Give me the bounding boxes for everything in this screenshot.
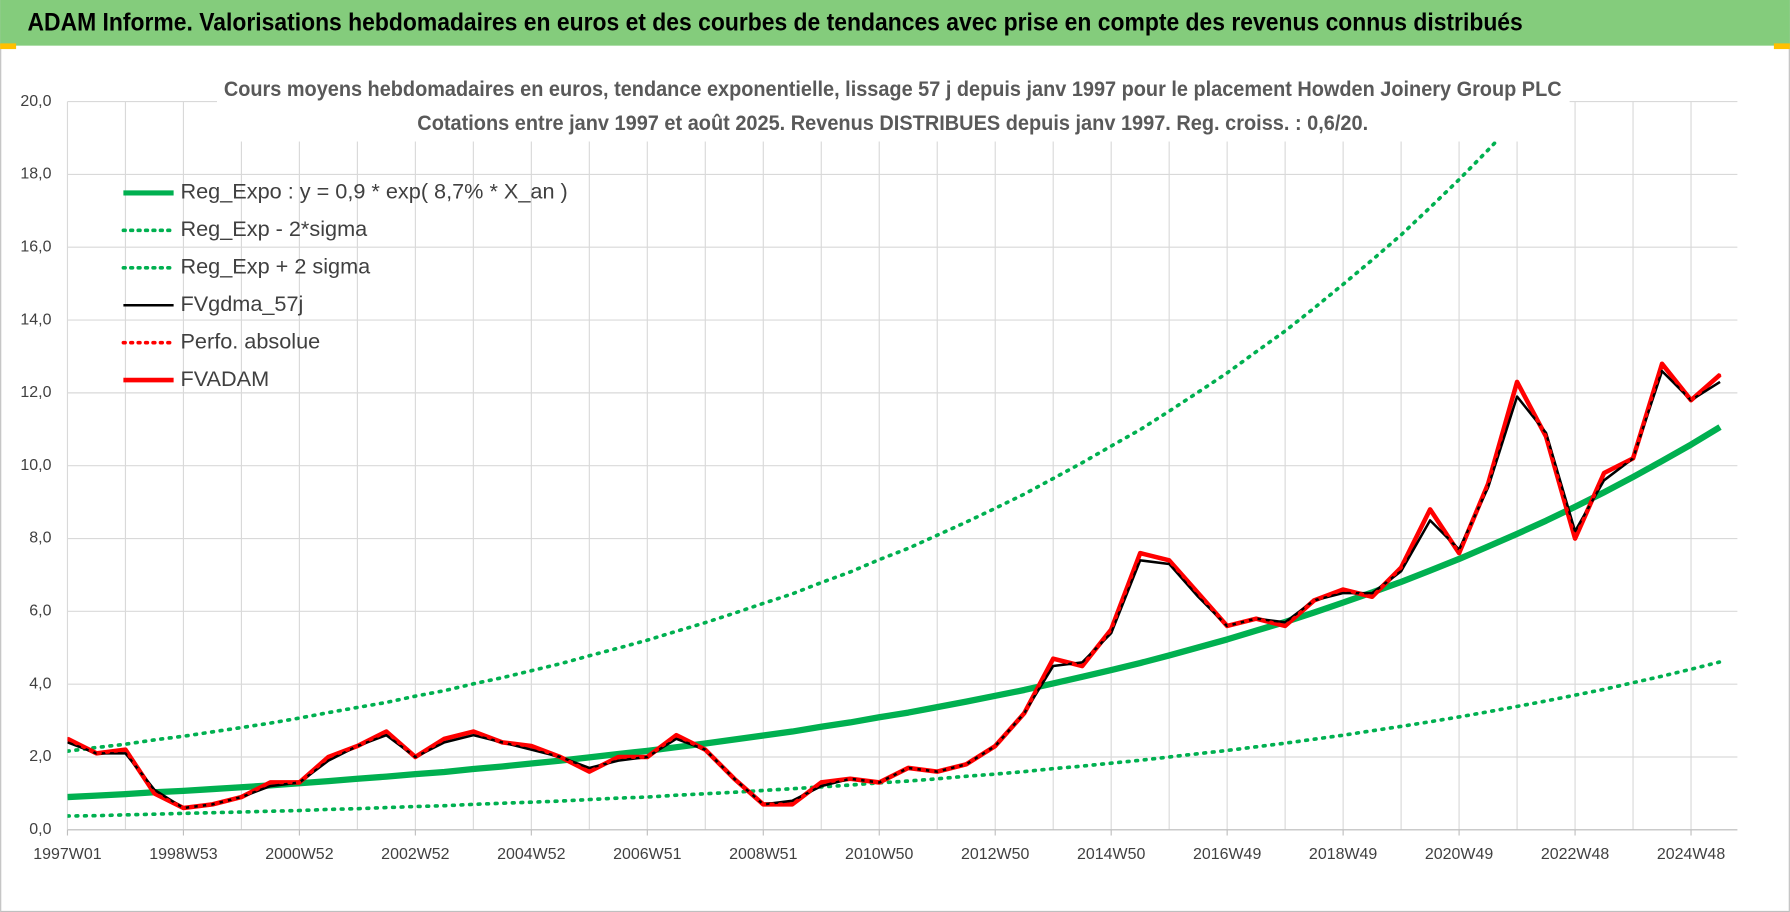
legend-label: Reg_Expo : y = 0,9 * exp( 8,7% * X_an ) [180,179,567,204]
y-tick-label: 14,0 [20,311,51,328]
y-tick-label: 18,0 [20,166,51,183]
plot-area [67,98,1722,818]
corner-mark [0,43,17,50]
chart-subtitle: Cotations entre janv 1997 et août 2025. … [417,110,1368,135]
y-tick-label: 6,0 [29,603,51,620]
header-title: ADAM Informe. Valorisations hebdomadaire… [28,9,1523,37]
y-tick-label: 10,0 [20,457,51,474]
x-tick-label: 2006W51 [613,846,681,863]
header-bar [0,0,1790,46]
legend-label: Perfo. absolue [180,328,320,353]
x-tick-label: 1997W01 [33,846,101,863]
legend-label: Reg_Exp + 2 sigma [180,254,371,279]
x-tick-label: 2024W48 [1657,846,1725,863]
x-tick-label: 2016W49 [1193,846,1261,863]
grid: 0,0 2,0 4,0 6,0 8,0 10,0 12,0 14,0 16,0 18,0 20,0 1… [20,93,1738,863]
legend-label: Reg_Exp - 2*sigma [180,216,368,241]
y-tick-label: 4,0 [29,675,51,692]
x-tick-label: 2020W49 [1425,846,1493,863]
chart-title: Cours moyens hebdomadaires en euros, ten… [224,76,1562,101]
y-tick-label: 16,0 [20,238,51,255]
y-tick-label: 8,0 [29,530,51,547]
x-tick-label: 2008W51 [729,846,797,863]
y-tick-label: 12,0 [20,384,51,401]
legend: Reg_Expo : y = 0,9 * exp( 8,7% * X_an ) R… [121,179,568,391]
series-line [67,369,1721,810]
series-line [67,361,1722,810]
x-tick-label: 2012W50 [961,846,1029,863]
x-tick-label: 1998W53 [149,846,217,863]
y-tick-label: 20,0 [20,93,51,110]
x-tick-label: 2010W50 [845,846,913,863]
x-tick-label: 2022W48 [1541,846,1609,863]
x-tick-label: 2002W52 [381,846,449,863]
x-tick-label: 2004W52 [497,846,565,863]
legend-label: FVgdma_57j [180,291,303,316]
x-tick-label: 2014W50 [1077,846,1145,863]
x-tick-label: 2000W52 [265,846,333,863]
corner-mark [1773,43,1790,50]
title-box [216,73,1570,142]
series-line [67,660,1722,818]
series-line [67,424,1722,801]
series-line [67,98,1540,753]
y-tick-label: 2,0 [29,748,51,765]
legend-label: FVADAM [180,366,269,391]
x-tick-label: 2018W49 [1309,846,1377,863]
y-tick-label: 0,0 [29,821,51,838]
